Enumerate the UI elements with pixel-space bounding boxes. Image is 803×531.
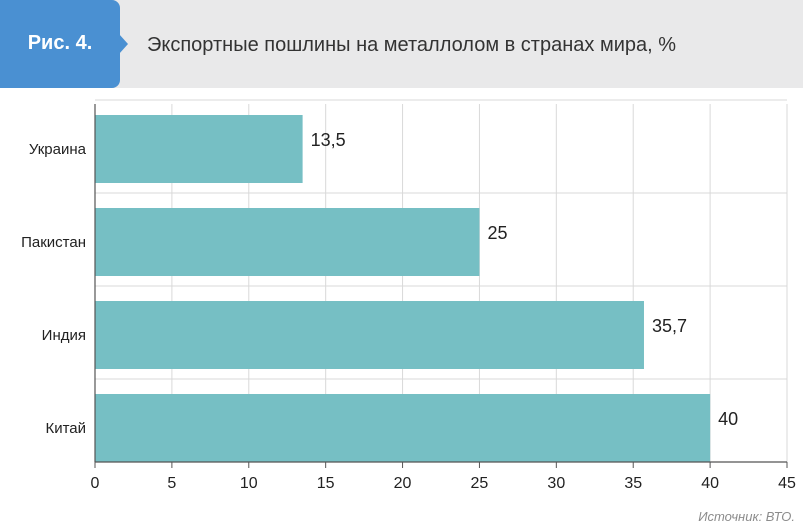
category-label: Украина	[29, 141, 87, 158]
figure-badge: Рис. 4.	[0, 0, 120, 88]
bar	[95, 115, 303, 183]
x-tick-label: 40	[701, 475, 719, 492]
x-tick-label: 30	[547, 475, 565, 492]
category-label: Индия	[42, 327, 86, 344]
x-tick-label: 45	[778, 475, 796, 492]
x-tick-label: 20	[394, 475, 412, 492]
data-label: 25	[487, 223, 507, 243]
x-tick-label: 10	[240, 475, 258, 492]
bars	[95, 115, 711, 462]
x-tick-label: 15	[317, 475, 335, 492]
bar	[95, 301, 644, 369]
bar	[95, 394, 711, 462]
source-note: Источник: ВТО.	[698, 509, 795, 524]
x-tick-label: 0	[91, 475, 100, 492]
figure-header: Рис. 4. Экспортные пошлины на металлолом…	[0, 0, 803, 88]
data-label: 13,5	[311, 130, 346, 150]
x-tick-label: 5	[167, 475, 176, 492]
data-label: 35,7	[652, 316, 687, 336]
axes	[94, 104, 788, 468]
chart-title: Экспортные пошлины на металлолом в стран…	[147, 34, 677, 56]
x-tick-labels: 0 5 10 15 20 25 30 35 40 45	[91, 475, 796, 492]
value-labels: 13,5 25 35,7 40	[311, 130, 739, 429]
category-labels: Украина Пакистан Индия Китай	[21, 141, 87, 437]
category-label: Китай	[45, 420, 86, 437]
badge-arrow-icon	[119, 34, 128, 54]
bar-chart: Украина Пакистан Индия Китай 13,5 25 35,7 40 0…	[21, 99, 796, 492]
category-label: Пакистан	[21, 234, 86, 251]
bar	[95, 208, 480, 276]
data-label: 40	[718, 409, 738, 429]
grid-lines	[95, 99, 788, 462]
x-tick-label: 25	[471, 475, 489, 492]
x-tick-label: 35	[624, 475, 642, 492]
figure-label: Рис. 4.	[27, 32, 93, 54]
